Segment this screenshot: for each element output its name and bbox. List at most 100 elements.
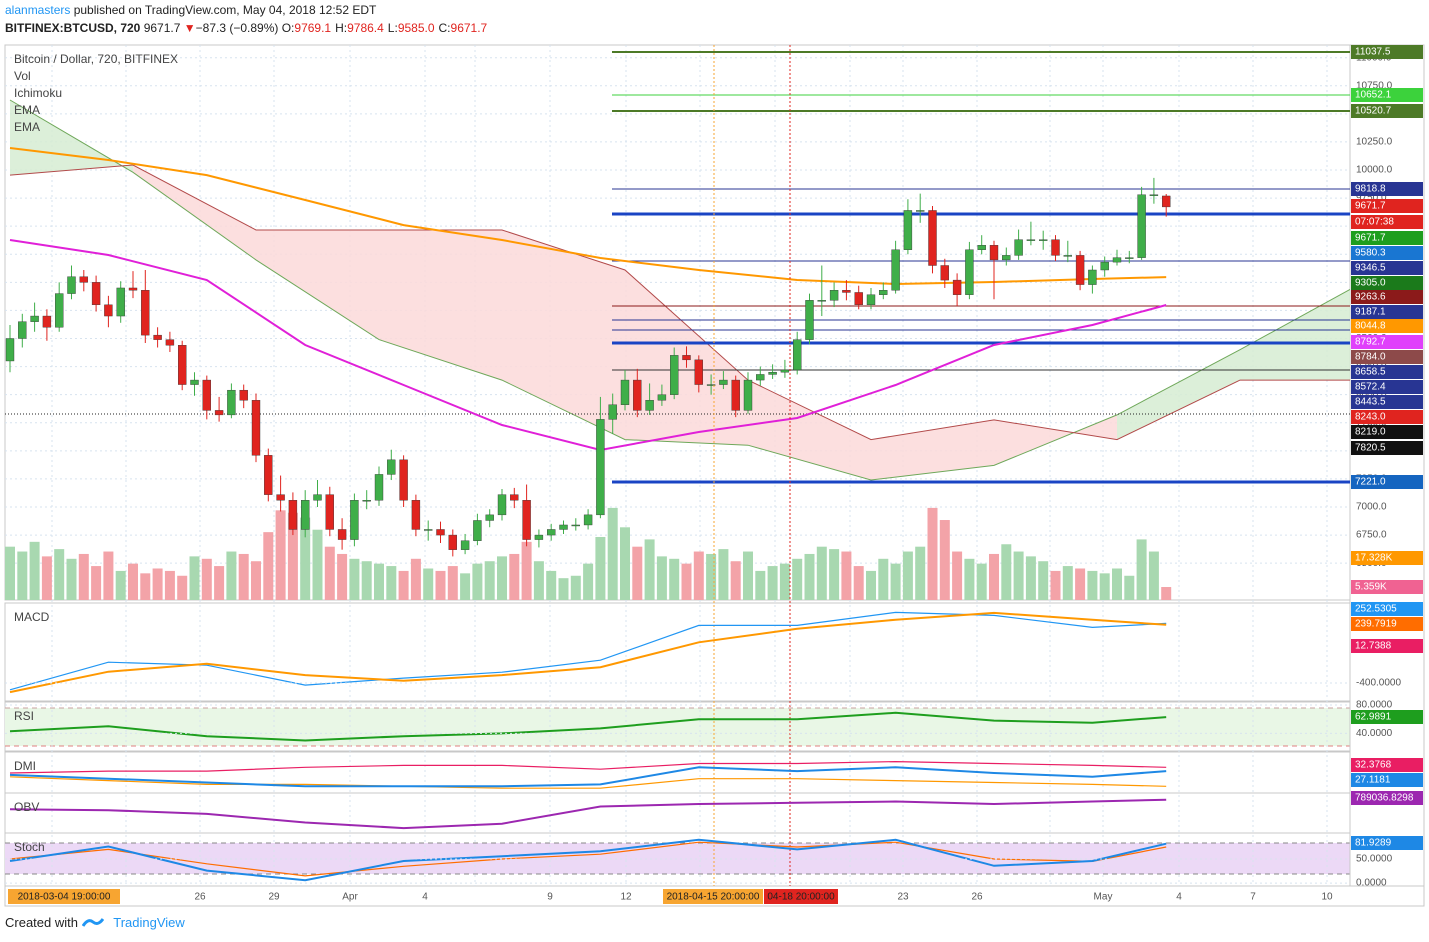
price-label: 5.359K <box>1355 582 1387 593</box>
price-label-bg <box>1351 475 1423 489</box>
volume-bar <box>779 563 790 600</box>
volume-bar <box>804 553 815 600</box>
candle-body <box>694 359 703 385</box>
price-label: 8243.0 <box>1355 412 1386 423</box>
candle-body <box>620 379 630 405</box>
candle-body <box>768 372 777 375</box>
y-tick-label: 7000.0 <box>1356 502 1387 513</box>
price-label-bg <box>1351 88 1423 102</box>
price-label: 239.7919 <box>1355 619 1397 630</box>
y-tick-label: 6750.0 <box>1356 530 1387 541</box>
volume-bar <box>976 563 987 600</box>
volume-bar <box>607 507 618 600</box>
volume-bar <box>656 556 667 600</box>
candle-body <box>805 300 814 340</box>
candle-body <box>571 524 580 527</box>
legend-entry: Vol <box>14 69 31 83</box>
candle-body <box>387 459 396 475</box>
candle-body <box>177 345 187 385</box>
y-tick-label: 10750.0 <box>1356 80 1393 91</box>
volume-bar <box>66 558 77 600</box>
price-label-bg <box>1351 350 1423 364</box>
y-tick-label: -400.0000 <box>1356 678 1401 689</box>
x-tick-label: Apr <box>342 892 358 903</box>
author[interactable]: alanmasters <box>5 3 71 17</box>
x-tick-label: 26 <box>971 892 983 903</box>
candle-body <box>559 524 568 530</box>
candle-body <box>374 474 384 501</box>
indicator-line <box>9 776 1167 789</box>
indicator-name: OBV <box>14 800 39 814</box>
indicator-name: RSI <box>14 709 34 723</box>
price-label-bg <box>1351 365 1423 379</box>
candle-body <box>916 210 925 212</box>
time-label-bg <box>8 889 120 904</box>
candle-body <box>485 514 494 521</box>
logo <box>81 918 104 927</box>
candle-body <box>190 379 199 385</box>
candle-body <box>1014 239 1023 256</box>
created-with: Created with <box>5 915 78 930</box>
price-label: 27.1181 <box>1355 775 1391 786</box>
volume-bar <box>509 553 520 600</box>
indicator-pane <box>4 602 1351 702</box>
volume-bar <box>5 546 15 600</box>
arrow: ▼ <box>183 21 196 35</box>
volume-bar <box>41 556 52 600</box>
candle-body <box>1075 255 1085 285</box>
candle-body <box>301 500 310 530</box>
candle-body <box>424 529 433 531</box>
volume-bar <box>533 561 544 600</box>
volume-bar <box>263 532 274 600</box>
brand[interactable]: TradingView <box>113 915 185 930</box>
published: published on TradingView.com, May 04, 20… <box>70 3 377 17</box>
price-label-bg <box>1351 441 1423 455</box>
cloud-fill <box>256 230 379 340</box>
price-label: 32.3768 <box>1355 760 1392 771</box>
x-tick-label: 10 <box>1321 892 1333 903</box>
ohlc: O:9769.1 H:9786.4 L:9585.0 C:9671.7 <box>282 21 492 35</box>
volume-bar <box>177 575 188 600</box>
candle-body <box>1088 269 1097 285</box>
candle-body <box>977 245 986 250</box>
volume-bar <box>841 551 852 600</box>
rsi-band <box>5 708 1350 746</box>
volume-bar <box>1148 551 1159 600</box>
ohlc-value: 9585.0 <box>397 21 435 35</box>
candle-body <box>854 292 863 306</box>
volume-bar <box>1136 539 1147 600</box>
volume-bar <box>374 563 384 600</box>
volume-bar <box>78 553 89 600</box>
volume-bar <box>915 546 926 600</box>
candle-body <box>128 287 138 291</box>
price-label: 12.7388 <box>1355 641 1392 652</box>
price-label: 9263.6 <box>1355 292 1386 303</box>
symbol: BITFINEX:BTCUSD, 720 <box>5 21 141 35</box>
volume-bar <box>743 551 753 600</box>
y-tick-label: 80.0000 <box>1356 700 1393 711</box>
candle-body <box>313 494 322 501</box>
volume-bar <box>435 570 446 600</box>
volume-bar <box>718 549 729 600</box>
price-label: 9305.0 <box>1355 278 1386 289</box>
volume-bar <box>546 570 557 600</box>
legend-entry: EMA <box>14 103 40 117</box>
time-label: 2018-04-15 20:00:00 <box>667 892 760 903</box>
candle-body <box>239 389 248 401</box>
volume-bar <box>189 556 200 600</box>
price-label-bg <box>1351 319 1423 333</box>
price-label: 9187.1 <box>1355 307 1386 318</box>
candle-body <box>670 355 679 395</box>
volume-bar <box>706 553 717 600</box>
price-label-bg <box>1351 261 1423 275</box>
cloud-fill <box>748 380 871 481</box>
price-label: 8792.7 <box>1355 337 1386 348</box>
volume-bar <box>964 558 975 600</box>
volume-bar <box>1050 570 1061 600</box>
volume-bar <box>152 568 163 600</box>
volume-bar <box>620 527 630 600</box>
candle-body <box>940 265 949 281</box>
candle-body <box>928 210 937 266</box>
candle-body <box>522 500 531 540</box>
candle-body <box>460 540 470 550</box>
